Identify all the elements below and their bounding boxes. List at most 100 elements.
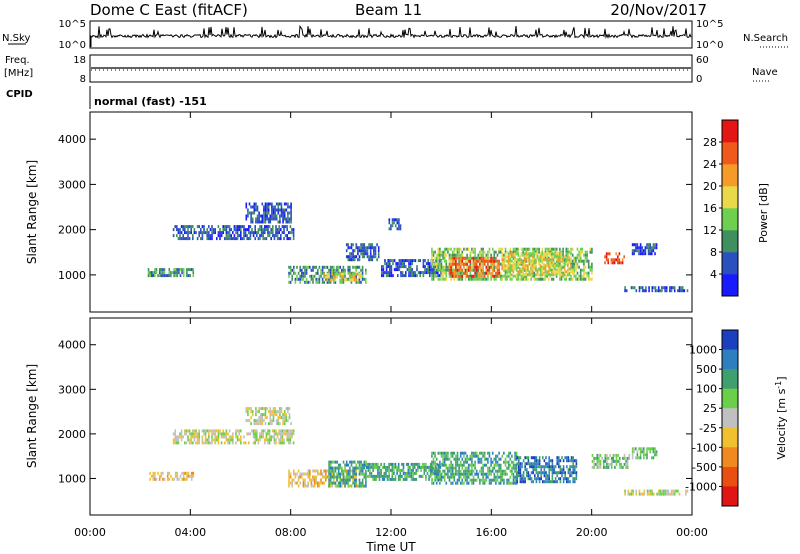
range-cell — [571, 262, 574, 266]
range-cell — [548, 459, 550, 463]
range-cell — [365, 474, 368, 478]
range-cell — [558, 471, 560, 475]
range-cell — [168, 271, 171, 275]
range-cell — [539, 259, 542, 263]
range-cell — [488, 250, 491, 254]
range-cell — [244, 228, 247, 232]
range-cell — [466, 454, 468, 458]
range-cell — [570, 274, 572, 278]
range-cell — [427, 259, 429, 263]
range-cell — [296, 274, 298, 278]
range-cell — [509, 481, 512, 485]
range-cell — [225, 237, 228, 241]
range-cell — [517, 247, 520, 251]
range-cell — [365, 465, 368, 469]
range-cell — [271, 211, 273, 215]
range-cell — [329, 274, 332, 278]
range-cell — [281, 438, 284, 442]
range-cell — [184, 225, 186, 229]
range-cell — [546, 474, 549, 478]
range-cell — [471, 469, 473, 473]
range-cell — [567, 268, 569, 272]
range-cell — [567, 255, 569, 259]
range-cell — [280, 211, 283, 215]
range-cell — [553, 468, 555, 472]
range-cell — [487, 451, 489, 455]
range-cell — [408, 271, 410, 275]
range-cell — [490, 274, 492, 278]
range-cell — [538, 261, 540, 265]
range-cell — [266, 416, 268, 420]
range-cell — [307, 475, 309, 479]
range-cell — [635, 249, 637, 253]
range-cell — [633, 249, 635, 253]
range-cell — [423, 462, 426, 466]
range-cell — [259, 237, 261, 241]
range-cell — [621, 261, 624, 265]
range-cell — [495, 277, 497, 281]
range-cell — [562, 468, 565, 472]
range-cell — [609, 462, 611, 466]
range-cell — [506, 481, 508, 485]
range-cell — [646, 450, 648, 454]
range-cell — [334, 481, 337, 485]
range-cell — [400, 262, 402, 266]
range-cell — [336, 478, 338, 482]
range-cell — [280, 208, 283, 212]
range-cell — [252, 441, 255, 445]
range-cell — [355, 463, 358, 467]
range-cell — [408, 268, 410, 272]
range-cell — [551, 247, 553, 251]
range-cell — [613, 258, 616, 262]
range-cell — [464, 478, 467, 482]
range-cell — [290, 205, 292, 209]
range-cell — [250, 214, 252, 218]
range-cell — [456, 457, 459, 461]
range-cell — [522, 270, 524, 274]
range-cell — [480, 466, 483, 470]
range-cell — [451, 475, 454, 479]
colorbar-swatch — [722, 408, 738, 429]
colorbar-tick-label: 12 — [703, 224, 717, 237]
range-cell — [624, 489, 626, 493]
range-cell — [443, 463, 446, 467]
range-cell — [401, 271, 404, 275]
range-cell — [576, 265, 579, 269]
range-cell — [584, 253, 587, 257]
range-cell — [217, 441, 220, 445]
range-cell — [467, 475, 470, 479]
range-cell — [495, 454, 497, 458]
range-cell — [245, 407, 248, 411]
range-cell — [397, 468, 400, 472]
range-cell — [443, 271, 446, 275]
range-cell — [432, 253, 435, 257]
range-cell — [344, 478, 346, 482]
range-cell — [358, 275, 361, 279]
range-cell — [288, 481, 290, 485]
range-cell — [182, 234, 184, 238]
range-cell — [394, 474, 397, 478]
range-cell — [530, 264, 532, 268]
range-cell — [418, 474, 421, 478]
range-cell — [554, 480, 557, 484]
range-cell — [487, 271, 489, 275]
range-cell — [155, 477, 158, 481]
range-cell — [558, 465, 560, 469]
range-cell — [493, 463, 496, 467]
range-cell — [432, 460, 435, 464]
range-cell — [393, 218, 395, 222]
range-cell — [336, 484, 338, 488]
range-cell — [192, 474, 195, 478]
range-cell — [639, 243, 642, 247]
range-cell — [472, 463, 475, 467]
range-cell — [243, 435, 245, 439]
range-cell — [571, 259, 574, 263]
range-cell — [272, 234, 274, 238]
range-cell — [336, 460, 338, 464]
range-cell — [458, 469, 460, 473]
range-cell — [479, 469, 481, 473]
range-cell — [490, 481, 492, 485]
range-cell — [188, 432, 191, 436]
range-cell — [555, 262, 558, 266]
range-cell — [291, 432, 293, 436]
